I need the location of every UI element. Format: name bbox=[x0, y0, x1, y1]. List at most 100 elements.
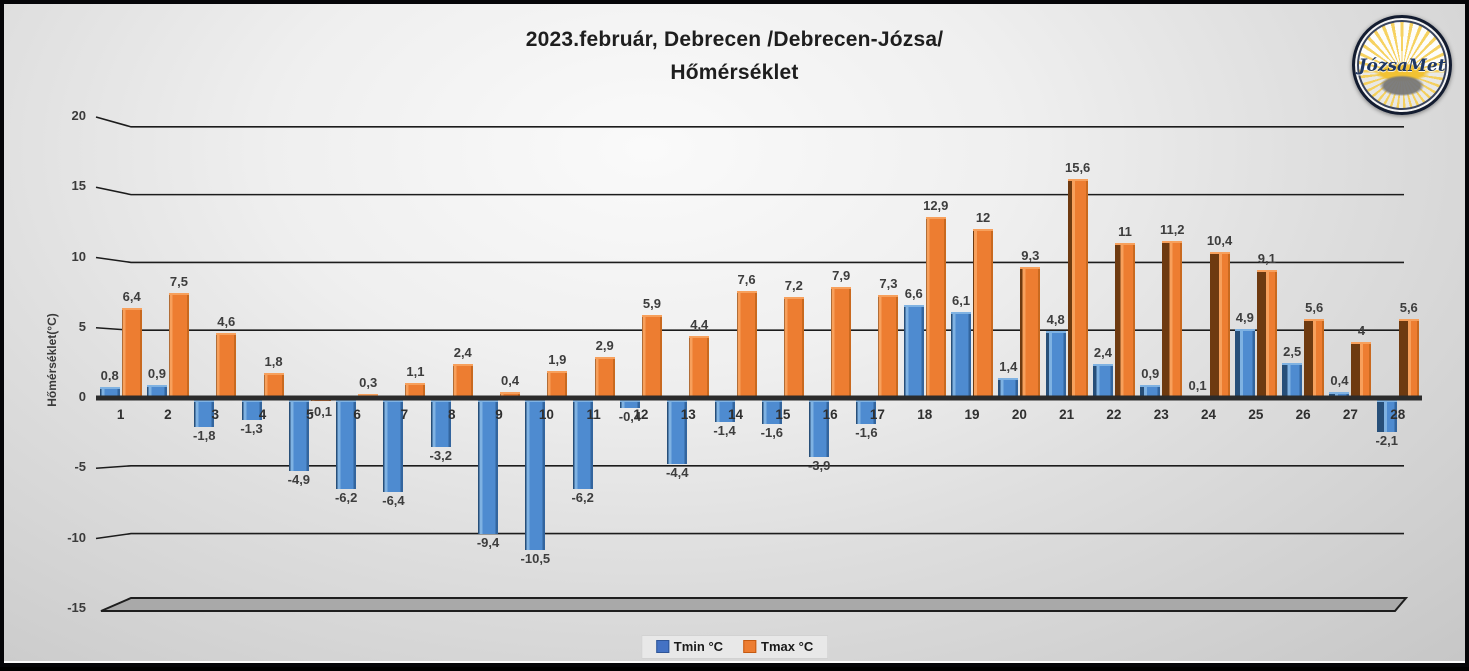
bar-tmax-day3 bbox=[216, 333, 237, 400]
tmax-value-label-day5: -0,1 bbox=[309, 404, 333, 420]
day-label-11: 11 bbox=[586, 407, 601, 422]
bar-tmax-day27 bbox=[1351, 341, 1372, 400]
tmin-value-label-day3: -1,8 bbox=[193, 428, 216, 444]
bar-tmin-day8 bbox=[430, 400, 451, 447]
chart-title-line2: Hőmérséklet bbox=[670, 60, 799, 84]
day-label-6: 6 bbox=[353, 407, 361, 422]
tmax-value-label-day8: 2,4 bbox=[453, 345, 472, 361]
tmax-value-label-day18: 12,9 bbox=[923, 197, 949, 213]
bar-tmax-day24 bbox=[1209, 251, 1230, 400]
day-label-12: 12 bbox=[633, 407, 649, 422]
tmin-value-label-day25: 4,9 bbox=[1235, 310, 1254, 326]
bar-tmin-day17 bbox=[856, 400, 877, 425]
bar-tmin-day22 bbox=[1092, 364, 1113, 400]
bar-tmin-day19 bbox=[951, 312, 972, 400]
y-tick-label: -10 bbox=[67, 529, 86, 545]
tmin-value-label-day10: -10,5 bbox=[520, 550, 551, 566]
bar-tmin-day12 bbox=[619, 400, 640, 408]
bar-tmin-day26 bbox=[1282, 362, 1303, 400]
day-label-28: 28 bbox=[1390, 407, 1406, 422]
tmax-value-label-day1: 6,4 bbox=[122, 289, 141, 305]
tmax-value-label-day11: 2,9 bbox=[595, 338, 614, 354]
bar-tmax-day25 bbox=[1256, 270, 1277, 400]
day-label-24: 24 bbox=[1201, 407, 1217, 422]
tmax-value-label-day6: 0,3 bbox=[359, 374, 378, 390]
day-label-16: 16 bbox=[822, 407, 838, 422]
legend-tmin-label: Tmin °C bbox=[673, 639, 724, 654]
day-label-4: 4 bbox=[258, 407, 267, 422]
tmin-value-label-day19: 6,1 bbox=[952, 293, 971, 309]
tmin-value-label-day8: -3,2 bbox=[429, 447, 452, 463]
day-label-27: 27 bbox=[1342, 407, 1358, 422]
tmin-value-label-day11: -6,2 bbox=[571, 490, 594, 506]
day-label-26: 26 bbox=[1295, 407, 1311, 422]
tmin-value-label-day14: -1,4 bbox=[713, 422, 736, 438]
y-tick-label: 20 bbox=[71, 108, 86, 123]
bar-tmin-day16 bbox=[809, 400, 830, 457]
legend-item-tmin: Tmin °C bbox=[655, 639, 724, 654]
day-label-10: 10 bbox=[538, 407, 554, 422]
day-label-21: 21 bbox=[1059, 407, 1075, 422]
bar-tmin-day20 bbox=[998, 378, 1019, 400]
x-axis-line bbox=[96, 395, 1422, 401]
jozsamet-logo: JózsaMet bbox=[1352, 15, 1452, 115]
day-label-22: 22 bbox=[1106, 407, 1122, 422]
tmin-value-label-day28: -2,1 bbox=[1375, 432, 1398, 448]
tmin-value-label-day18: 6,6 bbox=[904, 286, 923, 302]
tmax-value-label-day19: 12 bbox=[975, 210, 991, 226]
bar-tmax-day2 bbox=[168, 292, 189, 400]
bar-tmax-day18 bbox=[925, 216, 946, 400]
y-tick-label: 0 bbox=[78, 389, 86, 404]
gridlines bbox=[95, 116, 1409, 612]
bar-tmin-day21 bbox=[1045, 330, 1066, 400]
bar-tmin-day6 bbox=[336, 400, 357, 490]
tmax-value-label-day12: 5,9 bbox=[642, 296, 661, 312]
tmax-value-label-day13: 4,4 bbox=[690, 317, 709, 333]
bar-tmin-day15 bbox=[761, 400, 782, 425]
day-label-23: 23 bbox=[1153, 407, 1169, 422]
tmin-value-label-day21: 4,8 bbox=[1046, 311, 1065, 327]
tmin-value-label-day15: -1,6 bbox=[760, 425, 784, 441]
tmax-value-label-day25: 9,1 bbox=[1257, 251, 1276, 267]
bar-tmin-day4 bbox=[241, 400, 262, 421]
bar-tmax-day17 bbox=[878, 295, 899, 400]
tmax-value-label-day7: 1,1 bbox=[406, 363, 425, 379]
tmax-value-label-day23: 11,2 bbox=[1159, 221, 1185, 237]
y-tick-label: 15 bbox=[71, 178, 86, 194]
tmax-value-label-day24: 10,4 bbox=[1206, 232, 1233, 248]
day-label-9: 9 bbox=[495, 407, 503, 422]
bar-tmax-day5 bbox=[310, 400, 331, 402]
tmax-value-label-day14: 7,6 bbox=[737, 272, 756, 288]
bar-tmax-day22 bbox=[1114, 243, 1135, 400]
day-label-25: 25 bbox=[1248, 407, 1264, 422]
bar-tmin-day11 bbox=[572, 400, 593, 490]
tmin-value-label-day26: 2,5 bbox=[1283, 343, 1302, 359]
bar-tmax-day23 bbox=[1162, 240, 1183, 400]
bar-tmin-day10 bbox=[525, 400, 546, 550]
tmin-value-label-day13: -4,4 bbox=[666, 464, 689, 480]
tmax-value-label-day28: 5,6 bbox=[1399, 300, 1418, 316]
day-label-5: 5 bbox=[306, 407, 314, 422]
bar-tmax-day8 bbox=[452, 364, 473, 400]
tmax-value-label-day15: 7,2 bbox=[784, 277, 803, 293]
bar-tmax-day4 bbox=[263, 372, 284, 400]
tmin-value-label-day27: 0,4 bbox=[1330, 373, 1349, 389]
day-label-1: 1 bbox=[116, 407, 125, 422]
legend-item-tmax: Tmax °C bbox=[743, 639, 813, 654]
bar-tmax-day10 bbox=[547, 371, 568, 400]
tmin-value-label-day23: 0,9 bbox=[1141, 366, 1160, 382]
day-label-7: 7 bbox=[400, 407, 409, 422]
bar-tmax-day28 bbox=[1398, 319, 1419, 400]
bar-tmax-day15 bbox=[783, 296, 804, 400]
bar-tmax-day13 bbox=[689, 336, 710, 400]
day-label-17: 17 bbox=[869, 407, 885, 422]
day-label-20: 20 bbox=[1011, 407, 1027, 422]
tmin-swatch-icon bbox=[655, 640, 669, 653]
bar-tmax-day14 bbox=[736, 291, 757, 400]
jozsamet-logo-text: JózsaMet bbox=[1358, 56, 1446, 76]
legend: Tmin °C Tmax °C bbox=[640, 635, 829, 659]
tmin-value-label-day9: -9,4 bbox=[476, 535, 500, 551]
y-tick-label: 10 bbox=[71, 248, 86, 264]
tmin-value-label-day12: -0,4 bbox=[618, 408, 642, 424]
